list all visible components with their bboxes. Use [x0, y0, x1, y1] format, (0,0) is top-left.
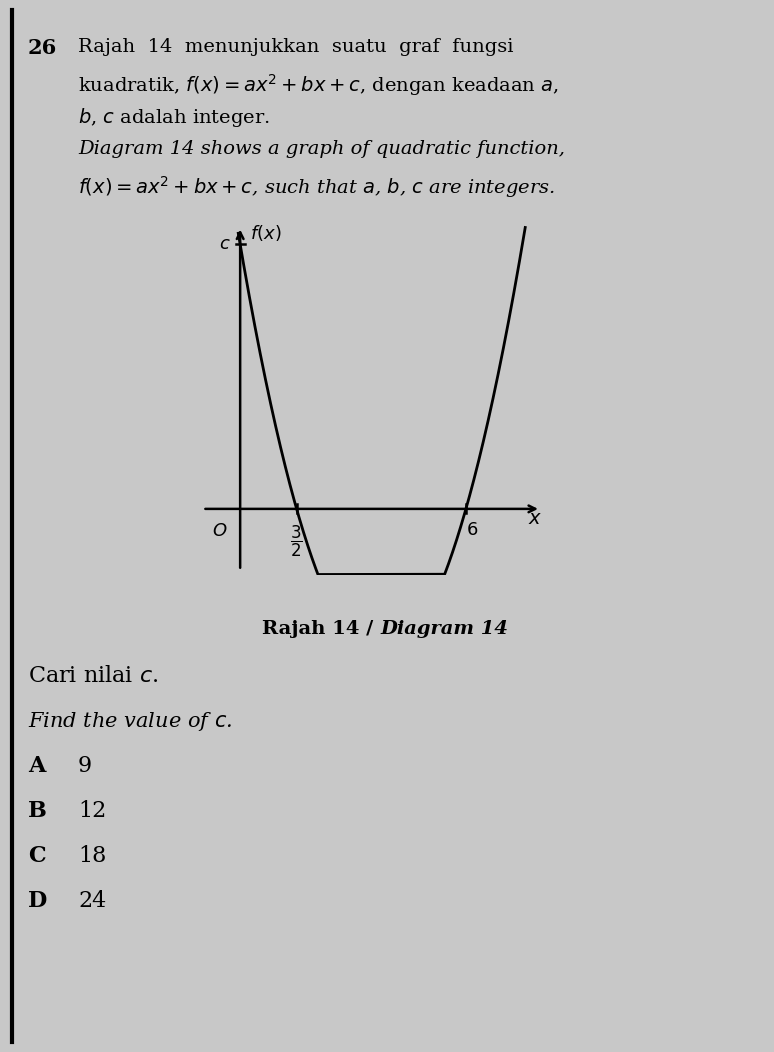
Text: 24: 24	[78, 890, 106, 912]
Text: $b$, $c$ adalah integer.: $b$, $c$ adalah integer.	[78, 106, 270, 129]
Text: A: A	[28, 755, 46, 777]
Text: $c$: $c$	[219, 236, 231, 254]
Text: Diagram 14 shows a graph of quadratic function,: Diagram 14 shows a graph of quadratic fu…	[78, 140, 565, 158]
Text: 18: 18	[78, 845, 106, 867]
Text: $6$: $6$	[466, 521, 478, 539]
Text: $f(x)$: $f(x)$	[249, 223, 281, 243]
Text: C: C	[28, 845, 46, 867]
Text: $f(x) = ax^2 + bx + c$, such that $a$, $b$, $c$ are integers.: $f(x) = ax^2 + bx + c$, such that $a$, $…	[78, 174, 555, 200]
Text: Rajah  14  menunjukkan  suatu  graf  fungsi: Rajah 14 menunjukkan suatu graf fungsi	[78, 38, 513, 56]
Text: Cari nilai $c$.: Cari nilai $c$.	[28, 665, 159, 687]
Text: Find the value of $c$.: Find the value of $c$.	[28, 710, 232, 733]
Text: B: B	[28, 800, 47, 822]
Text: Diagram 14: Diagram 14	[380, 620, 508, 638]
Text: $\dfrac{3}{2}$: $\dfrac{3}{2}$	[290, 524, 303, 559]
Text: 26: 26	[28, 38, 57, 58]
Text: $x$: $x$	[528, 510, 543, 528]
Text: kuadratik, $f(x) = ax^2 + bx + c$, dengan keadaan $a$,: kuadratik, $f(x) = ax^2 + bx + c$, denga…	[78, 72, 559, 98]
Text: D: D	[28, 890, 47, 912]
Text: $O$: $O$	[211, 522, 227, 540]
Text: 9: 9	[78, 755, 92, 777]
Text: Rajah 14 /: Rajah 14 /	[262, 620, 380, 638]
Text: 12: 12	[78, 800, 106, 822]
